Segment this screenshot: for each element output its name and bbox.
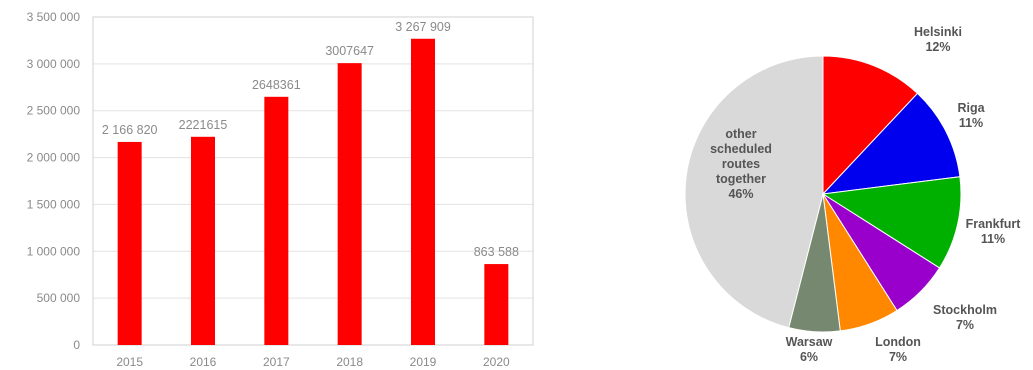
- y-tick-label: 500 000: [37, 291, 81, 305]
- y-tick-label: 2 500 000: [27, 104, 81, 118]
- slice-percent: 12%: [925, 40, 950, 54]
- bar: [484, 264, 509, 345]
- x-tick-label: 2015: [116, 355, 143, 369]
- y-tick-label: 3 500 000: [27, 10, 81, 24]
- slice-percent: 6%: [800, 350, 818, 364]
- slice-label: Frankfurt 11%: [966, 217, 1022, 246]
- x-tick-label: 2017: [263, 355, 290, 369]
- slice-label-line: Frankfurt: [966, 217, 1022, 231]
- y-tick-label: 2 000 000: [27, 151, 81, 165]
- slice-percent: 11%: [981, 232, 1005, 246]
- slice-label-line: together: [716, 172, 766, 186]
- data-label: 3007647: [325, 44, 374, 58]
- bar-chart: 0 500 000 1 000 000 1 500 000 2 000 000 2 500…: [27, 10, 534, 369]
- data-label: 2221615: [179, 118, 228, 132]
- pie-slice: [821, 176, 962, 269]
- plot-frame: [92, 16, 534, 346]
- x-tick-label: 2018: [336, 355, 363, 369]
- slice-label-line: Warsaw: [786, 335, 833, 349]
- y-tick-label: 0: [73, 338, 80, 352]
- slice-label: Riga 11%: [957, 101, 985, 130]
- bar: [411, 38, 435, 345]
- slice-label: other scheduled routes together 46%: [710, 127, 772, 201]
- y-tick-label: 3 000 000: [27, 57, 81, 71]
- slice-label-line: Riga: [957, 101, 985, 115]
- slice-label-line: routes: [722, 157, 760, 171]
- slice-label-line: scheduled: [710, 142, 772, 156]
- pie-slice: [821, 92, 961, 195]
- slice-label: London 7%: [875, 335, 921, 364]
- data-label: 2648361: [252, 78, 301, 92]
- slice-label-line: London: [875, 335, 921, 349]
- slice-percent: 7%: [889, 350, 907, 364]
- slice-label: Stockholm 7%: [933, 303, 997, 332]
- slice-percent: 11%: [959, 116, 983, 130]
- x-tick-label: 2019: [410, 355, 437, 369]
- bar: [117, 141, 142, 345]
- data-label: 3 267 909: [395, 20, 451, 34]
- slice-label-line: other: [725, 127, 756, 141]
- y-tick-label: 1 000 000: [27, 244, 81, 258]
- data-label: 863 588: [474, 245, 519, 259]
- bar: [264, 96, 289, 346]
- slice-label-line: Stockholm: [933, 303, 997, 317]
- slice-percent: 46%: [728, 187, 753, 201]
- slice-percent: 7%: [956, 318, 974, 332]
- x-tick-label: 2020: [483, 355, 510, 369]
- data-label: 2 166 820: [102, 123, 158, 137]
- pie-chart: Helsinki 12%Riga 11%Frankfurt 11%Stockholm 7…: [684, 25, 1022, 364]
- pie-slice: [684, 55, 824, 329]
- bar: [191, 136, 215, 345]
- slice-label: Helsinki 12%: [914, 25, 962, 54]
- slice-label: Warsaw 6%: [786, 335, 833, 364]
- bar: [337, 63, 362, 346]
- y-tick-label: 1 500 000: [27, 197, 81, 211]
- slice-label-line: Helsinki: [914, 25, 962, 39]
- x-tick-label: 2016: [190, 355, 217, 369]
- pie-slice: [822, 55, 919, 196]
